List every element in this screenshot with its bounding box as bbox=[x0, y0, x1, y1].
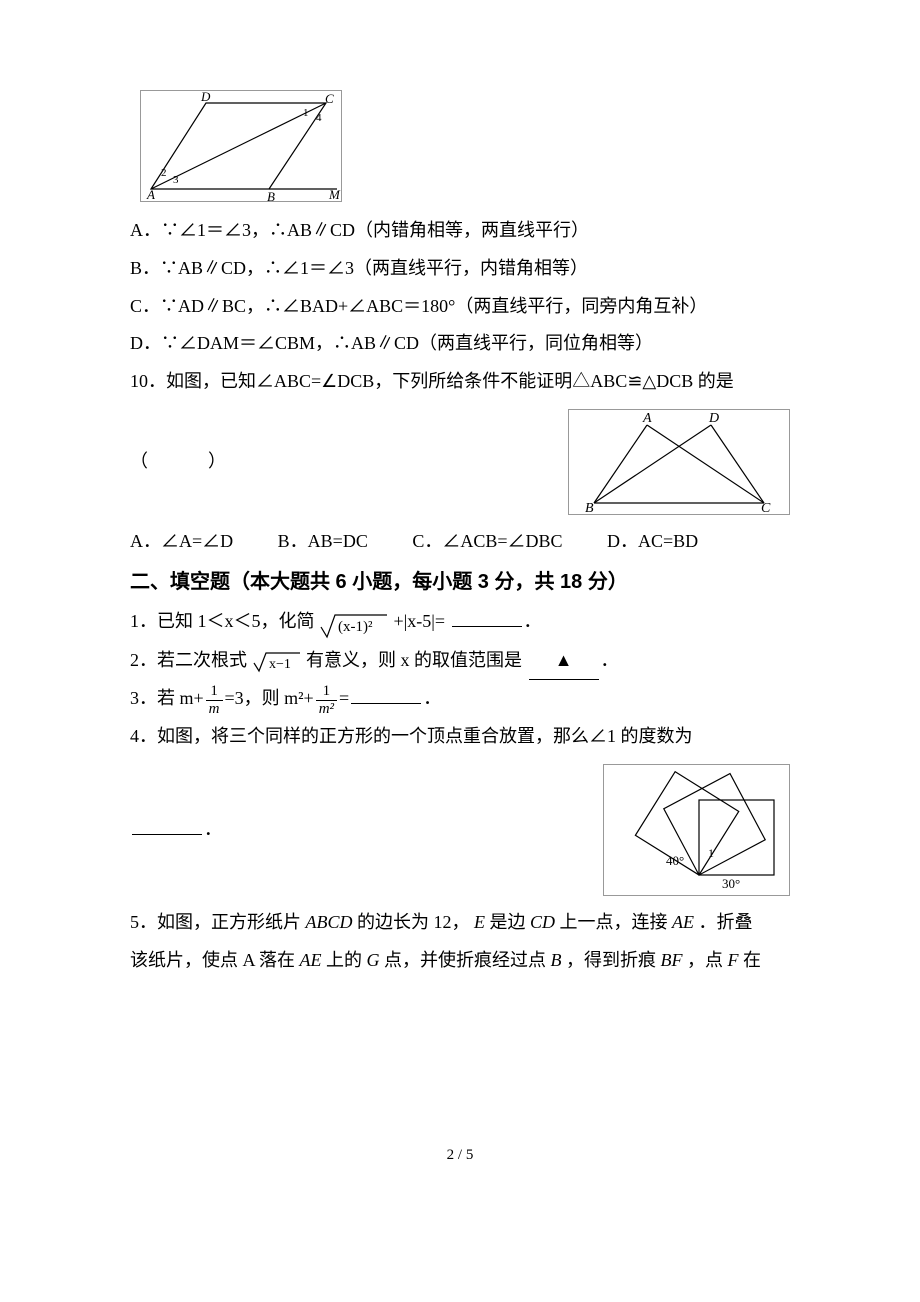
q5-ae: AE bbox=[668, 912, 699, 932]
sqrt-icon: (x-1)² bbox=[319, 604, 389, 642]
svg-text:30°: 30° bbox=[722, 876, 740, 891]
svg-text:D: D bbox=[708, 411, 719, 426]
fill-q2: 2．若二次根式 x−1 有意义，则 x 的取值范围是 ▲． bbox=[130, 642, 790, 681]
q1-prefix: 1．已知 1＜x＜5，化简 bbox=[130, 611, 315, 631]
squares-diagram: 40° 30° 1 bbox=[604, 765, 789, 895]
q5-bf: BF bbox=[656, 950, 687, 970]
q5-t: 是边 bbox=[490, 912, 526, 932]
q9-option-b: B．∵AB∥CD，∴∠1＝∠3（两直线平行，内错角相等） bbox=[130, 250, 790, 288]
q5-g: G bbox=[362, 950, 384, 970]
q9-option-a: A．∵∠1＝∠3，∴AB∥CD（内错角相等，两直线平行） bbox=[130, 212, 790, 250]
fill-q5-line1: 5．如图，正方形纸片 ABCD 的边长为 12， E 是边 CD 上一点，连接 … bbox=[130, 904, 790, 942]
page-number: 2 / 5 bbox=[130, 1140, 790, 1172]
q5-t: 5．如图，正方形纸片 bbox=[130, 912, 301, 932]
svg-text:4: 4 bbox=[316, 112, 322, 124]
svg-text:x−1: x−1 bbox=[269, 657, 291, 672]
blank-triangle: ▲ bbox=[529, 642, 599, 681]
svg-text:A: A bbox=[642, 411, 652, 426]
page: A B M D C 1 4 2 3 A．∵∠1＝∠3，∴AB∥CD（内错角相等，… bbox=[0, 0, 920, 1251]
q10-row: （ ） A D B C bbox=[130, 409, 790, 515]
q5-t: ．折叠 bbox=[699, 912, 753, 932]
svg-text:D: D bbox=[200, 91, 211, 104]
q5-b: B bbox=[546, 950, 566, 970]
q10-figure: A D B C bbox=[568, 409, 790, 515]
q5-t: ，得到折痕 bbox=[566, 950, 656, 970]
svg-text:B: B bbox=[585, 501, 594, 514]
svg-text:1: 1 bbox=[303, 107, 309, 119]
q5-ae2: AE bbox=[295, 950, 326, 970]
q5-t: 在 bbox=[743, 950, 761, 970]
section2-title: 二、填空题（本大题共 6 小题，每小题 3 分，共 18 分） bbox=[130, 561, 790, 603]
fill-q5-line2: 该纸片，使点 A 落在 AE 上的 G 点，并使折痕经过点 B ，得到折痕 BF… bbox=[130, 942, 790, 980]
blank-line bbox=[351, 687, 421, 704]
svg-text:3: 3 bbox=[173, 174, 179, 186]
q1-mid: +|x-5|= bbox=[394, 611, 446, 631]
fill-q1: 1．已知 1＜x＜5，化简 (x-1)² +|x-5|= ． bbox=[130, 603, 790, 642]
svg-text:A: A bbox=[146, 187, 155, 201]
svg-text:2: 2 bbox=[161, 167, 167, 179]
q5-abcd: ABCD bbox=[301, 912, 357, 932]
blank-line bbox=[132, 818, 202, 835]
q4-figure: 40° 30° 1 bbox=[603, 764, 790, 896]
fraction-1-over-m2: 1m² bbox=[316, 683, 337, 717]
q10-options: A．∠A=∠D B．AB=DC C．∠ACB=∠DBC D．AC=BD bbox=[130, 523, 790, 561]
svg-text:(x-1)²: (x-1)² bbox=[338, 619, 373, 635]
q5-e: E bbox=[470, 912, 490, 932]
triangles-diagram: A D B C bbox=[569, 410, 789, 514]
q9-figure-area: A B M D C 1 4 2 3 bbox=[130, 90, 790, 202]
parallelogram-diagram: A B M D C 1 4 2 3 bbox=[141, 91, 341, 201]
fill-q4-stem: 4．如图，将三个同样的正方形的一个顶点重合放置，那么∠1 的度数为 bbox=[130, 718, 790, 756]
q5-t: 上一点，连接 bbox=[560, 912, 668, 932]
q5-f: F bbox=[723, 950, 743, 970]
fraction-1-over-m: 1m bbox=[206, 683, 223, 717]
q3-mid: =3，则 m²+ bbox=[225, 688, 314, 708]
fill-q3: 3．若 m+1m=3，则 m²+1m²=． bbox=[130, 680, 790, 718]
q3-end: = bbox=[339, 688, 349, 708]
svg-text:B: B bbox=[267, 189, 275, 201]
q5-cd: CD bbox=[526, 912, 560, 932]
q5-t: 点，并使折痕经过点 bbox=[384, 950, 546, 970]
q10-opt-c: C．∠ACB=∠DBC bbox=[412, 523, 562, 561]
svg-text:40°: 40° bbox=[666, 853, 684, 868]
q2-prefix: 2．若二次根式 bbox=[130, 650, 247, 670]
svg-text:C: C bbox=[325, 91, 334, 106]
blank-line bbox=[452, 610, 522, 627]
q2-suffix: 有意义，则 x 的取值范围是 bbox=[306, 650, 522, 670]
svg-text:1: 1 bbox=[708, 846, 714, 860]
q5-t: 的边长为 12， bbox=[357, 912, 470, 932]
q3-prefix: 3．若 m+ bbox=[130, 688, 204, 708]
q10-paren: （ ） bbox=[130, 443, 234, 481]
q10-opt-b: B．AB=DC bbox=[278, 523, 368, 561]
q10-opt-a: A．∠A=∠D bbox=[130, 523, 233, 561]
svg-text:M: M bbox=[328, 187, 341, 201]
q9-option-c: C．∵AD∥BC，∴∠BAD+∠ABC＝180°（两直线平行，同旁内角互补） bbox=[130, 288, 790, 326]
q5-t: ，点 bbox=[687, 950, 723, 970]
q5-t: 该纸片，使点 A 落在 bbox=[130, 950, 295, 970]
q9-figure: A B M D C 1 4 2 3 bbox=[140, 90, 342, 202]
sqrt-icon: x−1 bbox=[252, 643, 302, 681]
q9-option-d: D．∵∠DAM＝∠CBM，∴AB∥CD（两直线平行，同位角相等） bbox=[130, 325, 790, 363]
svg-text:C: C bbox=[761, 501, 771, 514]
q10-opt-d: D．AC=BD bbox=[607, 523, 698, 561]
q4-row: ． 40° 30° 1 bbox=[130, 764, 790, 896]
q10-stem: 10．如图，已知∠ABC=∠DCB，下列所给条件不能证明△ABC≌△DCB 的是 bbox=[130, 363, 790, 401]
q5-t: 上的 bbox=[326, 950, 362, 970]
